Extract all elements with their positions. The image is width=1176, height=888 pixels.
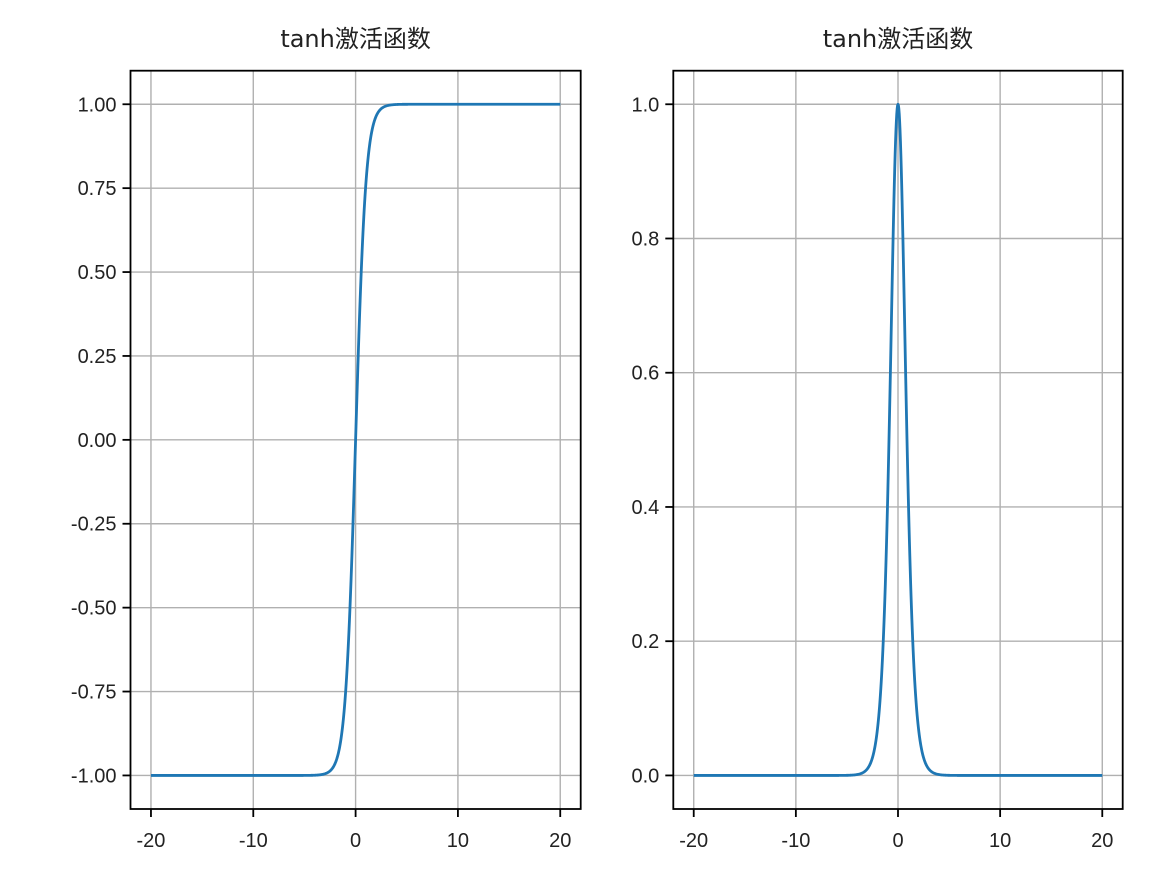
chart-title: tanh激活函数 (823, 25, 974, 53)
y-tick-label: 0.2 (631, 631, 659, 653)
y-tick-label: -1.00 (71, 765, 117, 787)
x-tick-label: 10 (447, 830, 469, 852)
y-tick-label: 0.50 (78, 262, 117, 284)
subplot-tanh-derivative: -20 -10 0 10 20 0.0 0.2 0.4 0.6 0.8 1.0 tanh激活函数 (631, 25, 1124, 852)
x-tick-label: -10 (239, 830, 268, 852)
y-tick-label: 0.25 (78, 346, 117, 368)
x-axis-ticks: -20 -10 0 10 20 (137, 809, 571, 852)
y-tick-label: -0.75 (71, 682, 117, 704)
y-tick-label: 0.4 (631, 497, 659, 519)
tanh-derivative-curve (692, 102, 1104, 777)
y-tick-label: 0.6 (631, 363, 659, 385)
x-tick-label: 20 (549, 830, 571, 852)
y-tick-label: -0.50 (71, 598, 117, 620)
y-tick-label: 0.00 (78, 430, 117, 452)
y-tick-label: 0.0 (631, 765, 659, 787)
subplot-tanh: -20 -10 0 10 20 -1.00 -0.75 -0.50 -0.25 0.00 0.25… (71, 25, 582, 852)
x-tick-label: 0 (892, 830, 903, 852)
y-tick-label: -0.25 (71, 514, 117, 536)
x-tick-label: 10 (989, 830, 1011, 852)
x-axis-ticks: -20 -10 0 10 20 (679, 809, 1113, 852)
y-tick-label: 1.0 (631, 94, 659, 116)
chart-title: tanh激活函数 (280, 25, 431, 53)
y-tick-label: 1.00 (78, 94, 117, 116)
y-axis-ticks: -1.00 -0.75 -0.50 -0.25 0.00 0.25 0.50 0.75 1.00 (71, 94, 131, 787)
y-tick-label: 0.8 (631, 228, 659, 250)
x-tick-label: 0 (350, 830, 361, 852)
x-tick-label: 20 (1091, 830, 1113, 852)
x-tick-label: -20 (137, 830, 166, 852)
tanh-curve (149, 102, 562, 777)
y-axis-ticks: 0.0 0.2 0.4 0.6 0.8 1.0 (631, 94, 674, 787)
x-tick-label: -10 (781, 830, 810, 852)
y-tick-label: 0.75 (78, 178, 117, 200)
x-tick-label: -20 (679, 830, 708, 852)
